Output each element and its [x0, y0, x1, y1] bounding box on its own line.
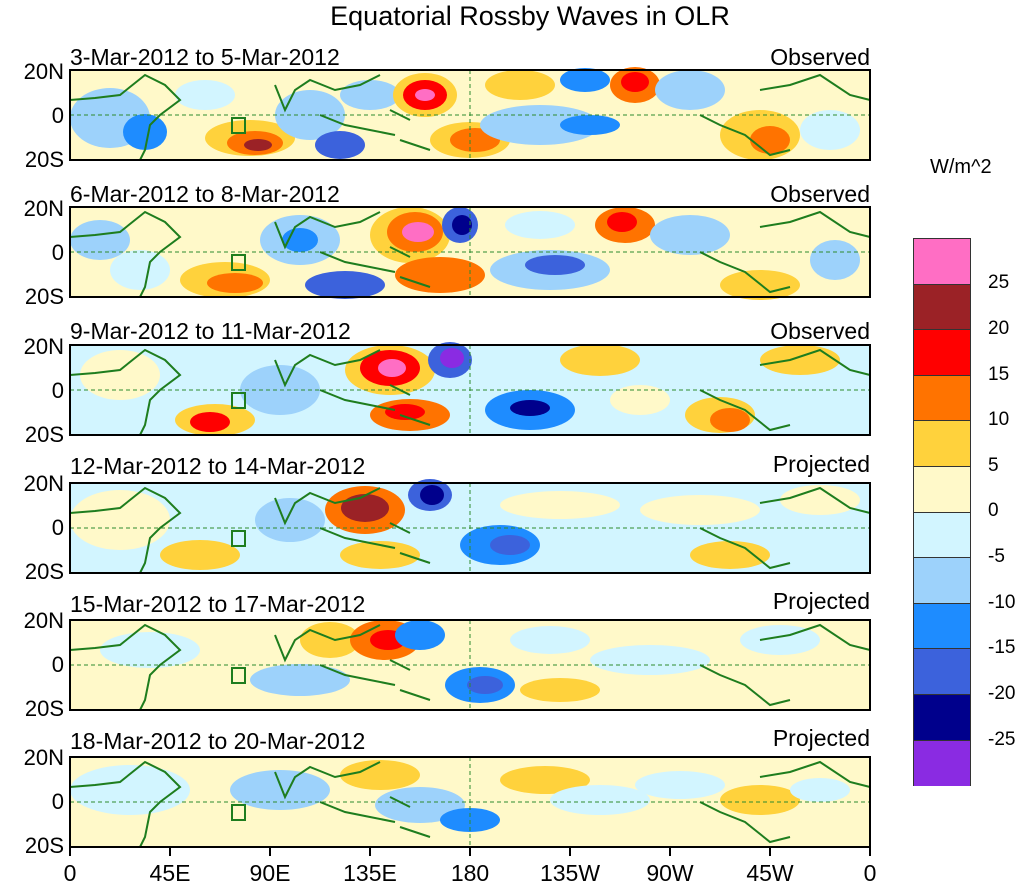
colorbar-swatch	[914, 649, 970, 695]
xtick-45w: 45W	[746, 860, 794, 886]
ytick-20s: 20S	[24, 284, 64, 309]
ytick-20n: 20N	[23, 334, 64, 359]
colorbar-swatch	[914, 694, 970, 741]
colorbar-label: 15	[988, 364, 1010, 385]
colorbar-swatch	[914, 740, 970, 787]
ytick-20s: 20S	[24, 833, 64, 858]
colorbar-label: -5	[988, 546, 1005, 567]
colorbar-label: 20	[988, 318, 1010, 339]
ytick-20n: 20N	[23, 745, 64, 770]
colorbar-label: -10	[988, 592, 1016, 613]
panel-6-dates: 18-Mar-2012 to 20-Mar-2012	[70, 728, 366, 754]
x-tick-marks	[69, 847, 871, 856]
ytick-20s: 20S	[24, 422, 64, 447]
ytick-0: 0	[51, 515, 64, 540]
panel-frames	[69, 69, 871, 848]
ytick-0: 0	[51, 240, 64, 265]
panel-5-type: Projected	[772, 588, 870, 614]
panel-5-dates: 15-Mar-2012 to 17-Mar-2012	[70, 591, 366, 617]
ytick-20s: 20S	[24, 559, 64, 584]
coastlines	[69, 73, 871, 848]
panel-2-type: Observed	[770, 181, 870, 207]
xtick-0-end: 0	[863, 860, 877, 886]
xtick-180: 180	[450, 860, 490, 886]
colorbar-swatch	[914, 466, 970, 513]
colorbar-label: 25	[988, 272, 1010, 293]
ytick-20n: 20N	[23, 471, 64, 496]
xtick-135w: 135W	[539, 860, 601, 886]
panel-1-dates: 3-Mar-2012 to 5-Mar-2012	[70, 44, 340, 70]
colorbar-swatch	[914, 330, 970, 376]
colorbar-units: W/m^2	[930, 156, 992, 178]
xtick-45e: 45E	[149, 860, 191, 886]
panel-1-type: Observed	[770, 44, 870, 70]
colorbar-swatch	[914, 375, 970, 422]
colorbar-label: -20	[988, 683, 1016, 704]
colorbar-swatch	[914, 512, 970, 559]
ytick-20n: 20N	[23, 59, 64, 84]
ytick-0: 0	[51, 103, 64, 128]
colorbar-swatch	[914, 239, 970, 285]
panel-2-dates: 6-Mar-2012 to 8-Mar-2012	[70, 181, 340, 207]
ytick-20n: 20N	[23, 196, 64, 221]
xtick-135e: 135E	[343, 860, 397, 886]
chart-title: Equatorial Rossby Waves in OLR	[330, 1, 730, 31]
xtick-90w: 90W	[646, 860, 694, 886]
colorbar-label: -25	[988, 729, 1016, 750]
xtick-0: 0	[63, 860, 77, 886]
equator-lines	[70, 70, 870, 847]
ytick-20s: 20S	[24, 147, 64, 172]
panel-4-dates: 12-Mar-2012 to 14-Mar-2012	[70, 453, 366, 479]
ytick-0: 0	[51, 652, 64, 677]
colorbar-label: 5	[988, 455, 999, 476]
panel-3-type: Observed	[770, 318, 870, 344]
xtick-90e: 90E	[249, 860, 291, 886]
colorbar-swatch	[914, 284, 970, 331]
ytick-0: 0	[51, 378, 64, 403]
panel-6-type: Projected	[772, 725, 870, 751]
panel-4-type: Projected	[772, 451, 870, 477]
colorbar-swatch	[914, 558, 970, 604]
colorbar-label: -15	[988, 637, 1016, 658]
ytick-0: 0	[51, 789, 64, 814]
colorbar-label: 0	[988, 500, 999, 521]
colorbar	[913, 238, 971, 787]
colorbar-swatch	[914, 421, 970, 467]
colorbar-swatch	[914, 603, 970, 650]
ytick-20n: 20N	[23, 608, 64, 633]
colorbar-label: 10	[988, 409, 1010, 430]
panel-3-dates: 9-Mar-2012 to 11-Mar-2012	[70, 318, 351, 344]
ytick-20s: 20S	[24, 696, 64, 721]
